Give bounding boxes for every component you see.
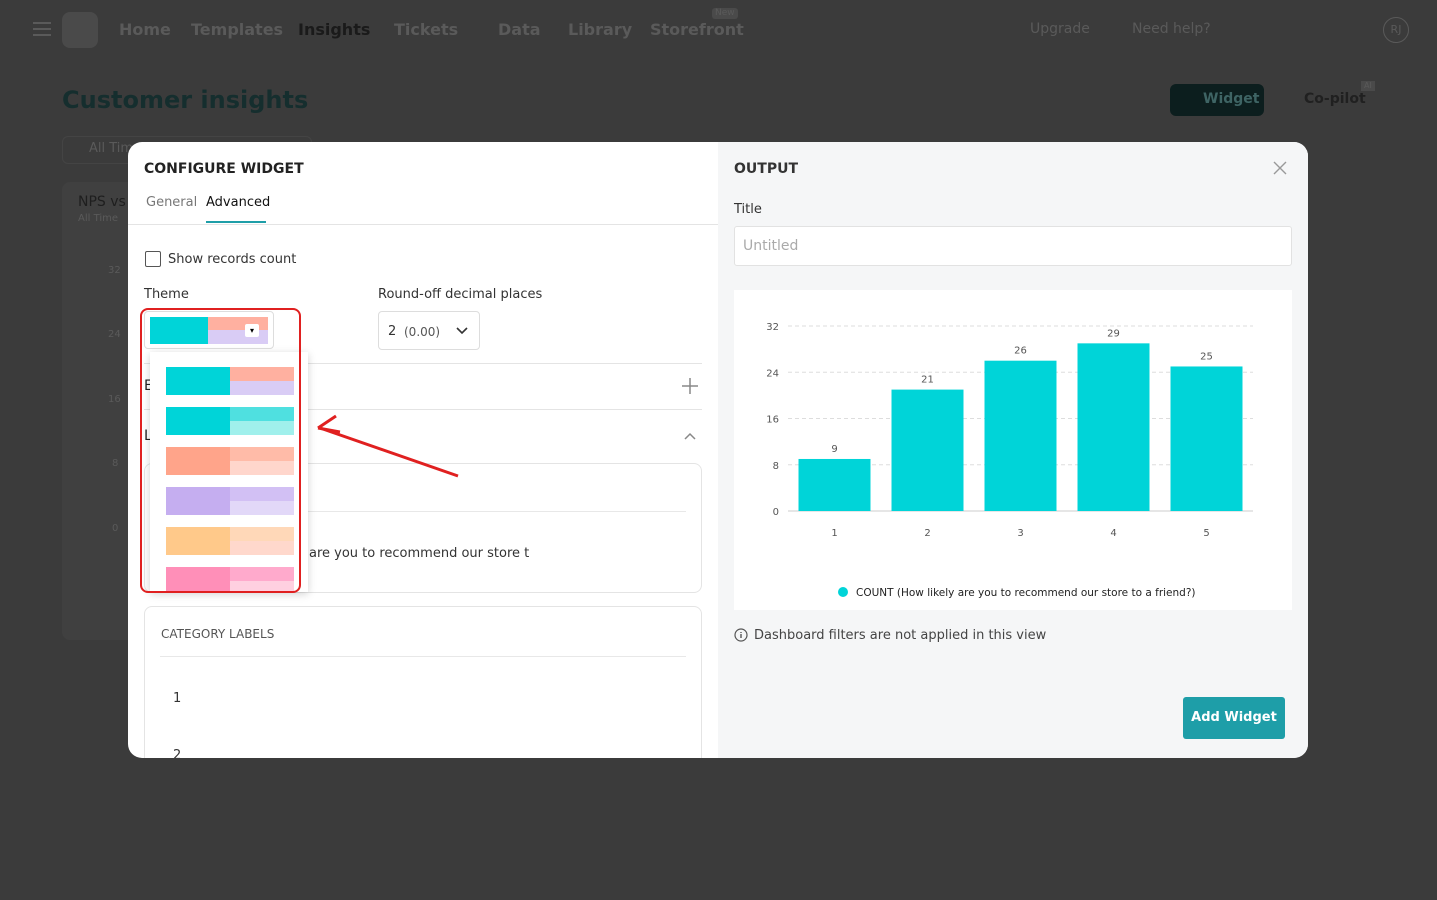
divider (144, 363, 702, 364)
config-title: CONFIGURE WIDGET (144, 161, 304, 177)
x-tick-label: 2 (924, 528, 930, 539)
divider (128, 224, 718, 225)
bar (984, 360, 1057, 511)
card-tick: 16 (108, 394, 121, 405)
round-select[interactable] (378, 311, 480, 350)
y-tick-label: 0 (773, 507, 779, 518)
plus-icon[interactable] (681, 377, 699, 395)
legend-marker (838, 587, 848, 597)
widget-button[interactable] (1170, 84, 1264, 116)
category-label: 2 (173, 748, 182, 758)
y-tick-label: 8 (773, 461, 779, 472)
new-badge: New (712, 8, 738, 19)
close-icon[interactable] (1273, 161, 1287, 175)
chevron-up[interactable] (683, 431, 697, 441)
theme-option[interactable] (166, 487, 294, 515)
nav-item[interactable]: Home (119, 20, 171, 39)
theme-option[interactable] (166, 527, 294, 555)
x-tick-label: 4 (1110, 528, 1116, 539)
series-text: are you to recommend our store t (309, 546, 530, 561)
title-label: Title (734, 202, 762, 217)
round-value: 2 (388, 324, 397, 339)
title-input[interactable] (734, 226, 1292, 266)
page-title: Customer insights (62, 86, 309, 114)
x-tick-label: 1 (831, 528, 837, 539)
data-label: 25 (1200, 351, 1213, 362)
annotation-arrow (317, 414, 459, 478)
round-label: Round-off decimal places (378, 287, 543, 302)
theme-select[interactable]: ▾ (144, 311, 274, 349)
card-tick: 24 (108, 329, 121, 340)
info-icon (734, 628, 748, 642)
bar (891, 389, 964, 511)
copilot-button[interactable]: Co-pilot (1304, 91, 1366, 107)
theme-label: Theme (144, 287, 189, 302)
nav-item[interactable]: Insights (298, 20, 371, 39)
filter-note: Dashboard filters are not applied in thi… (754, 628, 1047, 643)
divider (144, 409, 702, 410)
widget-button-label: Widget (1203, 91, 1260, 107)
card-title: NPS vs (78, 194, 126, 210)
divider (160, 656, 686, 657)
nav-item[interactable]: Library (568, 20, 633, 39)
data-label: 9 (831, 444, 837, 455)
theme-option[interactable] (166, 407, 294, 435)
x-tick-label: 3 (1017, 528, 1023, 539)
bar (1077, 343, 1150, 511)
data-label: 29 (1107, 328, 1120, 339)
card-tick: 8 (112, 458, 119, 469)
tab-underline (206, 221, 266, 223)
theme-option[interactable] (166, 367, 294, 395)
upgrade-link[interactable]: Upgrade (1030, 21, 1090, 37)
nav-item[interactable]: Storefront (650, 20, 744, 39)
data-label: 21 (921, 375, 934, 386)
theme-option[interactable] (166, 567, 294, 592)
help-link[interactable]: Need help? (1132, 21, 1211, 37)
add-widget-button[interactable]: Add Widget (1183, 697, 1285, 739)
highlight-box (140, 308, 301, 593)
chart: 0 8 16 24 32 1 2 3 4 5 9 21 26 29 25 COUNT (How likely … (734, 290, 1292, 610)
theme-option[interactable] (166, 447, 294, 475)
logo (62, 12, 98, 48)
modal: CONFIGURE WIDGET General Advanced Show r… (128, 142, 1308, 758)
card-tick: 0 (112, 523, 119, 534)
y-tick-label: 16 (766, 415, 779, 426)
x-tick-label: 5 (1203, 528, 1209, 539)
nav-item[interactable]: Templates (191, 20, 284, 39)
checkbox-label: Show records count (168, 252, 297, 267)
y-tick-label: 32 (766, 322, 779, 333)
bar (798, 458, 871, 511)
ai-badge: AI (1361, 81, 1375, 91)
menu-icon[interactable] (33, 22, 51, 36)
theme-dropdown (150, 352, 308, 592)
theme-swatch: ▾ (150, 317, 268, 344)
chevron-down (456, 327, 468, 335)
divider (160, 511, 686, 512)
output-title: OUTPUT (734, 161, 798, 177)
category-title: CATEGORY LABELS (161, 627, 275, 641)
section-label: L (144, 428, 152, 444)
tab-active[interactable]: Advanced (206, 195, 271, 210)
title-placeholder: Untitled (743, 238, 799, 254)
nav-item[interactable]: Data (498, 20, 541, 39)
category-card (144, 606, 702, 758)
data-label: 26 (1014, 346, 1027, 357)
tab[interactable]: General (146, 195, 198, 210)
bar (1170, 366, 1243, 511)
card-subtitle: All Time (78, 213, 119, 224)
section-label: E (144, 378, 153, 394)
round-hint: (0.00) (404, 325, 441, 339)
avatar[interactable]: RJ (1383, 17, 1409, 43)
output-panel: OUTPUT Title Untitled 0 8 16 24 32 1 2 3 4 5 9 21 26… (718, 142, 1308, 758)
legend-label: COUNT (How likely are you to recommend o… (856, 587, 1196, 599)
category-label: 1 (173, 691, 182, 706)
card-tick: 32 (108, 265, 121, 276)
y-tick-label: 24 (766, 368, 779, 379)
checkbox[interactable] (145, 251, 161, 267)
nav-item[interactable]: Tickets (394, 20, 459, 39)
